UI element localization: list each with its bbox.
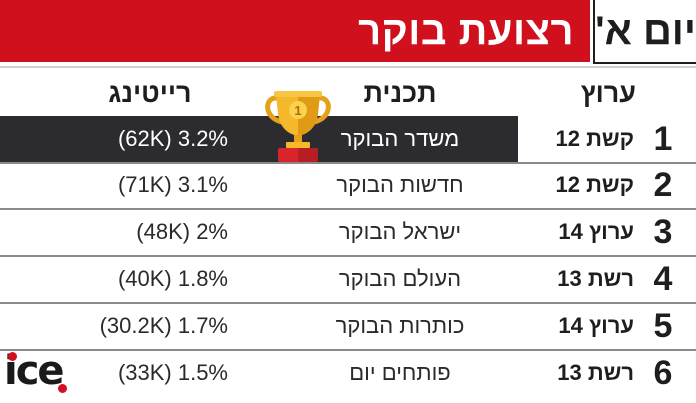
table-row: 6 רשת 13 פותחים יום (33K) 1.5% <box>0 350 696 396</box>
column-header-channel: ערוץ <box>580 78 636 108</box>
title-banner: רצועת בוקר <box>0 0 590 62</box>
trophy-icon: 1 <box>265 91 331 162</box>
row-divider <box>0 255 696 257</box>
table-row: 5 ערוץ 14 כותרות הבוקר (30.2K) 1.7% <box>0 303 696 351</box>
column-header-rating: רייטינג <box>108 78 192 108</box>
header-bar: רצועת בוקר יום א' <box>0 0 696 67</box>
row-divider <box>0 349 696 351</box>
rank-number: 3 <box>653 212 673 251</box>
table-row: 2 קשת 12 חדשות הבוקר (71K) 3.1% <box>0 162 696 210</box>
rating-value: (40K) 1.8% <box>117 266 228 291</box>
rank-number: 4 <box>653 259 673 298</box>
row-highlight <box>0 116 518 162</box>
program-name: כותרות הבוקר <box>335 313 465 338</box>
rating-value: (48K) 2% <box>136 219 228 244</box>
rank-number: 2 <box>653 165 673 204</box>
rank-number: 1 <box>653 119 673 158</box>
channel-name: קשת 12 <box>555 126 635 151</box>
day-label-box: יום א' <box>593 0 696 64</box>
logo-period <box>58 384 67 393</box>
channel-name: ערוץ 14 <box>558 313 634 338</box>
program-name: פותחים יום <box>349 360 451 385</box>
day-label: יום א' <box>595 8 696 53</box>
program-name: משדר הבוקר <box>340 126 460 151</box>
table-row: 4 רשת 13 העולם הבוקר (40K) 1.8% <box>0 256 696 304</box>
program-name: העולם הבוקר <box>338 266 462 291</box>
column-header-program: תכנית <box>363 78 437 108</box>
page-title: רצועת בוקר <box>358 8 574 53</box>
channel-name: רשת 13 <box>557 360 634 385</box>
row-divider <box>0 302 696 304</box>
rank-number: 6 <box>653 353 673 392</box>
program-name: ישראל הבוקר <box>338 219 462 244</box>
channel-name: רשת 13 <box>557 266 634 291</box>
logo-dot <box>8 352 17 361</box>
rating-value: (30.2K) 1.7% <box>99 313 228 338</box>
program-name: חדשות הבוקר <box>336 172 464 197</box>
channel-name: קשת 12 <box>555 172 635 197</box>
rating-value: (33K) 1.5% <box>117 360 228 385</box>
ice-logo: ice <box>4 348 68 400</box>
channel-name: ערוץ 14 <box>558 219 634 244</box>
row-rank-cell <box>521 116 696 162</box>
trophy-number: 1 <box>294 103 301 118</box>
table-row: 3 ערוץ 14 ישראל הבוקר (48K) 2% <box>0 209 696 257</box>
header-divider <box>0 66 696 68</box>
rank-number: 5 <box>653 306 673 345</box>
rating-value: (71K) 3.1% <box>117 172 228 197</box>
row-divider <box>0 162 696 164</box>
row-divider <box>0 208 696 210</box>
table-row: 1 קשת 12 משדר הבוקר (62K) 3.2% <box>0 116 696 162</box>
rating-value: (62K) 3.2% <box>117 126 228 151</box>
